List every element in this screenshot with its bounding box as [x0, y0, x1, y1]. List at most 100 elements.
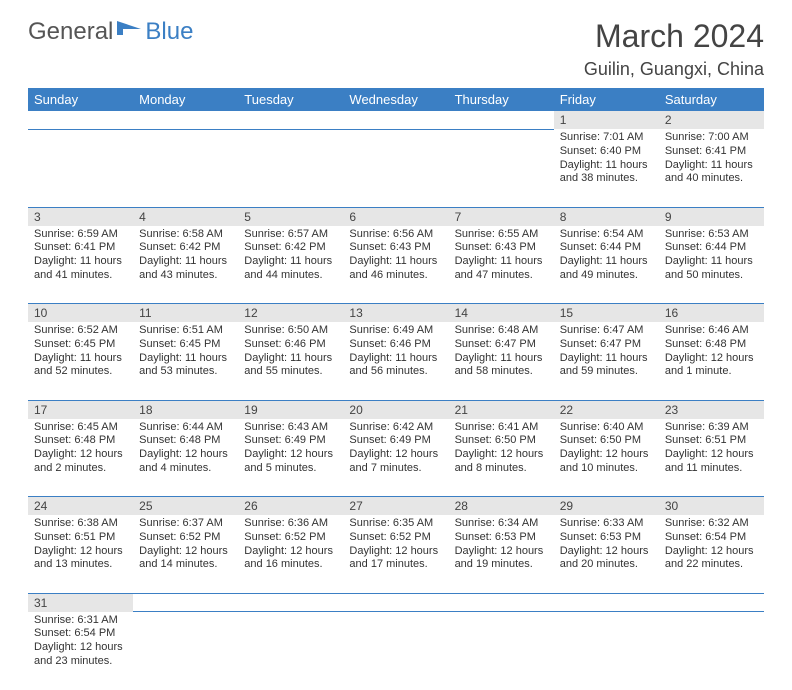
location-text: Guilin, Guangxi, China	[584, 59, 764, 80]
day-details: Sunrise: 6:59 AMSunset: 6:41 PMDaylight:…	[28, 226, 133, 285]
day-cell: Sunrise: 6:32 AMSunset: 6:54 PMDaylight:…	[659, 515, 764, 593]
sunset-text: Sunset: 6:47 PM	[560, 338, 653, 352]
sunrise-text: Sunrise: 7:00 AM	[665, 131, 758, 145]
weekday-header: Thursday	[449, 88, 554, 111]
empty-cell	[659, 612, 764, 690]
sunset-text: Sunset: 6:44 PM	[560, 241, 653, 255]
day-number-row: 31	[28, 593, 764, 612]
sunset-text: Sunset: 6:43 PM	[349, 241, 442, 255]
daylight-text: Daylight: 11 hours and 58 minutes.	[455, 352, 548, 380]
day-cell: Sunrise: 6:37 AMSunset: 6:52 PMDaylight:…	[133, 515, 238, 593]
daylight-text: Daylight: 12 hours and 11 minutes.	[665, 448, 758, 476]
day-number-row: 10111213141516	[28, 304, 764, 323]
day-number: 29	[554, 497, 659, 516]
daylight-text: Daylight: 12 hours and 10 minutes.	[560, 448, 653, 476]
day-cell: Sunrise: 6:54 AMSunset: 6:44 PMDaylight:…	[554, 226, 659, 304]
empty-cell	[343, 612, 448, 690]
day-cell: Sunrise: 6:47 AMSunset: 6:47 PMDaylight:…	[554, 322, 659, 400]
weekday-header: Monday	[133, 88, 238, 111]
sunrise-text: Sunrise: 6:43 AM	[244, 421, 337, 435]
day-details: Sunrise: 6:50 AMSunset: 6:46 PMDaylight:…	[238, 322, 343, 381]
day-details: Sunrise: 6:33 AMSunset: 6:53 PMDaylight:…	[554, 515, 659, 574]
day-number: 16	[659, 304, 764, 323]
sunrise-text: Sunrise: 6:42 AM	[349, 421, 442, 435]
day-cell: Sunrise: 6:42 AMSunset: 6:49 PMDaylight:…	[343, 419, 448, 497]
day-cell: Sunrise: 6:50 AMSunset: 6:46 PMDaylight:…	[238, 322, 343, 400]
day-number: 24	[28, 497, 133, 516]
day-number: 5	[238, 207, 343, 226]
day-number: 18	[133, 400, 238, 419]
day-cell: Sunrise: 6:51 AMSunset: 6:45 PMDaylight:…	[133, 322, 238, 400]
empty-cell	[238, 593, 343, 612]
day-details: Sunrise: 6:49 AMSunset: 6:46 PMDaylight:…	[343, 322, 448, 381]
daylight-text: Daylight: 11 hours and 44 minutes.	[244, 255, 337, 283]
flag-icon	[117, 21, 143, 44]
sunrise-text: Sunrise: 6:50 AM	[244, 324, 337, 338]
day-cell: Sunrise: 6:58 AMSunset: 6:42 PMDaylight:…	[133, 226, 238, 304]
daylight-text: Daylight: 12 hours and 16 minutes.	[244, 545, 337, 573]
sunrise-text: Sunrise: 6:47 AM	[560, 324, 653, 338]
daylight-text: Daylight: 11 hours and 59 minutes.	[560, 352, 653, 380]
sunset-text: Sunset: 6:45 PM	[34, 338, 127, 352]
day-details: Sunrise: 6:34 AMSunset: 6:53 PMDaylight:…	[449, 515, 554, 574]
day-details: Sunrise: 6:45 AMSunset: 6:48 PMDaylight:…	[28, 419, 133, 478]
day-cell: Sunrise: 6:35 AMSunset: 6:52 PMDaylight:…	[343, 515, 448, 593]
empty-cell	[238, 612, 343, 690]
sunrise-text: Sunrise: 6:41 AM	[455, 421, 548, 435]
daylight-text: Daylight: 12 hours and 22 minutes.	[665, 545, 758, 573]
sunrise-text: Sunrise: 6:46 AM	[665, 324, 758, 338]
day-number: 2	[659, 111, 764, 129]
day-number-row: 12	[28, 111, 764, 129]
daylight-text: Daylight: 11 hours and 47 minutes.	[455, 255, 548, 283]
sunset-text: Sunset: 6:42 PM	[139, 241, 232, 255]
sunrise-text: Sunrise: 6:51 AM	[139, 324, 232, 338]
day-content-row: Sunrise: 6:52 AMSunset: 6:45 PMDaylight:…	[28, 322, 764, 400]
sunset-text: Sunset: 6:52 PM	[349, 531, 442, 545]
empty-cell	[133, 593, 238, 612]
daylight-text: Daylight: 11 hours and 40 minutes.	[665, 159, 758, 187]
daylight-text: Daylight: 12 hours and 23 minutes.	[34, 641, 127, 669]
daylight-text: Daylight: 12 hours and 19 minutes.	[455, 545, 548, 573]
day-cell: Sunrise: 6:59 AMSunset: 6:41 PMDaylight:…	[28, 226, 133, 304]
sunset-text: Sunset: 6:41 PM	[665, 145, 758, 159]
day-details: Sunrise: 6:58 AMSunset: 6:42 PMDaylight:…	[133, 226, 238, 285]
day-cell: Sunrise: 6:31 AMSunset: 6:54 PMDaylight:…	[28, 612, 133, 690]
sunset-text: Sunset: 6:52 PM	[244, 531, 337, 545]
day-details: Sunrise: 6:39 AMSunset: 6:51 PMDaylight:…	[659, 419, 764, 478]
empty-cell	[449, 612, 554, 690]
day-content-row: Sunrise: 6:59 AMSunset: 6:41 PMDaylight:…	[28, 226, 764, 304]
empty-cell	[28, 111, 133, 129]
sunset-text: Sunset: 6:48 PM	[665, 338, 758, 352]
daylight-text: Daylight: 11 hours and 56 minutes.	[349, 352, 442, 380]
empty-cell	[343, 593, 448, 612]
sunrise-text: Sunrise: 6:33 AM	[560, 517, 653, 531]
daylight-text: Daylight: 11 hours and 55 minutes.	[244, 352, 337, 380]
sunset-text: Sunset: 6:40 PM	[560, 145, 653, 159]
day-details: Sunrise: 6:42 AMSunset: 6:49 PMDaylight:…	[343, 419, 448, 478]
sunrise-text: Sunrise: 6:34 AM	[455, 517, 548, 531]
day-details: Sunrise: 6:51 AMSunset: 6:45 PMDaylight:…	[133, 322, 238, 381]
sunset-text: Sunset: 6:53 PM	[455, 531, 548, 545]
day-cell: Sunrise: 6:44 AMSunset: 6:48 PMDaylight:…	[133, 419, 238, 497]
day-cell: Sunrise: 6:56 AMSunset: 6:43 PMDaylight:…	[343, 226, 448, 304]
day-number: 28	[449, 497, 554, 516]
sunrise-text: Sunrise: 6:56 AM	[349, 228, 442, 242]
sunset-text: Sunset: 6:49 PM	[244, 434, 337, 448]
sunset-text: Sunset: 6:53 PM	[560, 531, 653, 545]
day-number: 31	[28, 593, 133, 612]
day-details: Sunrise: 6:38 AMSunset: 6:51 PMDaylight:…	[28, 515, 133, 574]
sunset-text: Sunset: 6:42 PM	[244, 241, 337, 255]
day-content-row: Sunrise: 6:45 AMSunset: 6:48 PMDaylight:…	[28, 419, 764, 497]
sunset-text: Sunset: 6:54 PM	[34, 627, 127, 641]
day-number: 10	[28, 304, 133, 323]
empty-cell	[554, 593, 659, 612]
day-details: Sunrise: 6:47 AMSunset: 6:47 PMDaylight:…	[554, 322, 659, 381]
daylight-text: Daylight: 11 hours and 52 minutes.	[34, 352, 127, 380]
sunset-text: Sunset: 6:46 PM	[349, 338, 442, 352]
sunrise-text: Sunrise: 6:37 AM	[139, 517, 232, 531]
day-cell: Sunrise: 6:48 AMSunset: 6:47 PMDaylight:…	[449, 322, 554, 400]
day-cell: Sunrise: 6:45 AMSunset: 6:48 PMDaylight:…	[28, 419, 133, 497]
daylight-text: Daylight: 11 hours and 49 minutes.	[560, 255, 653, 283]
daylight-text: Daylight: 12 hours and 1 minute.	[665, 352, 758, 380]
day-details: Sunrise: 6:54 AMSunset: 6:44 PMDaylight:…	[554, 226, 659, 285]
